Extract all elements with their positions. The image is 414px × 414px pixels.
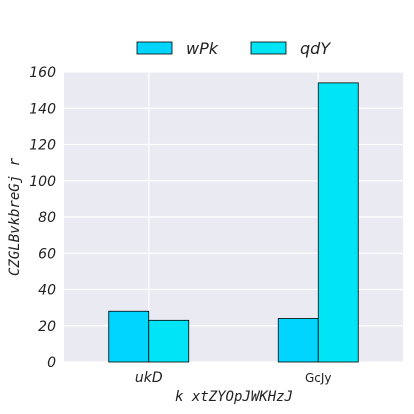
x-tick-label: ukD (135, 370, 163, 386)
y-tick-label: 100 (29, 174, 56, 190)
bar-wPk-GcJy (277, 318, 319, 363)
legend-swatch-qdY (250, 41, 287, 55)
legend: wPk qdY (136, 39, 331, 58)
y-tick-label: 80 (38, 210, 56, 226)
legend-label-wPk: wPk (186, 39, 219, 58)
bars (108, 82, 359, 363)
y-tick-label: 0 (47, 355, 56, 371)
y-tick-labels: 0 20 40 60 80 100 120 140 160 (29, 65, 56, 371)
y-tick-label: 140 (29, 101, 56, 117)
y-tick-label: 40 (38, 283, 56, 299)
legend-swatch-wPk (136, 41, 173, 55)
legend-label-qdY: qdY (300, 39, 331, 58)
x-axis-label: k xtZYOpJWKHzJ (175, 389, 293, 405)
bar-wPk-ukD (108, 310, 150, 363)
y-tick-label: 120 (29, 138, 56, 154)
bar-qdY-ukD (148, 319, 190, 363)
y-axis-label: CZGLBvkbreGj r (7, 157, 23, 276)
y-tick-label: 20 (38, 319, 56, 335)
bar-qdY-GcJy (317, 82, 359, 363)
x-tick-label: GcJy (305, 371, 332, 385)
x-tick-labels: ukD GcJy (135, 370, 332, 386)
y-tick-label: 160 (29, 65, 56, 81)
y-tick-label: 60 (38, 246, 56, 262)
